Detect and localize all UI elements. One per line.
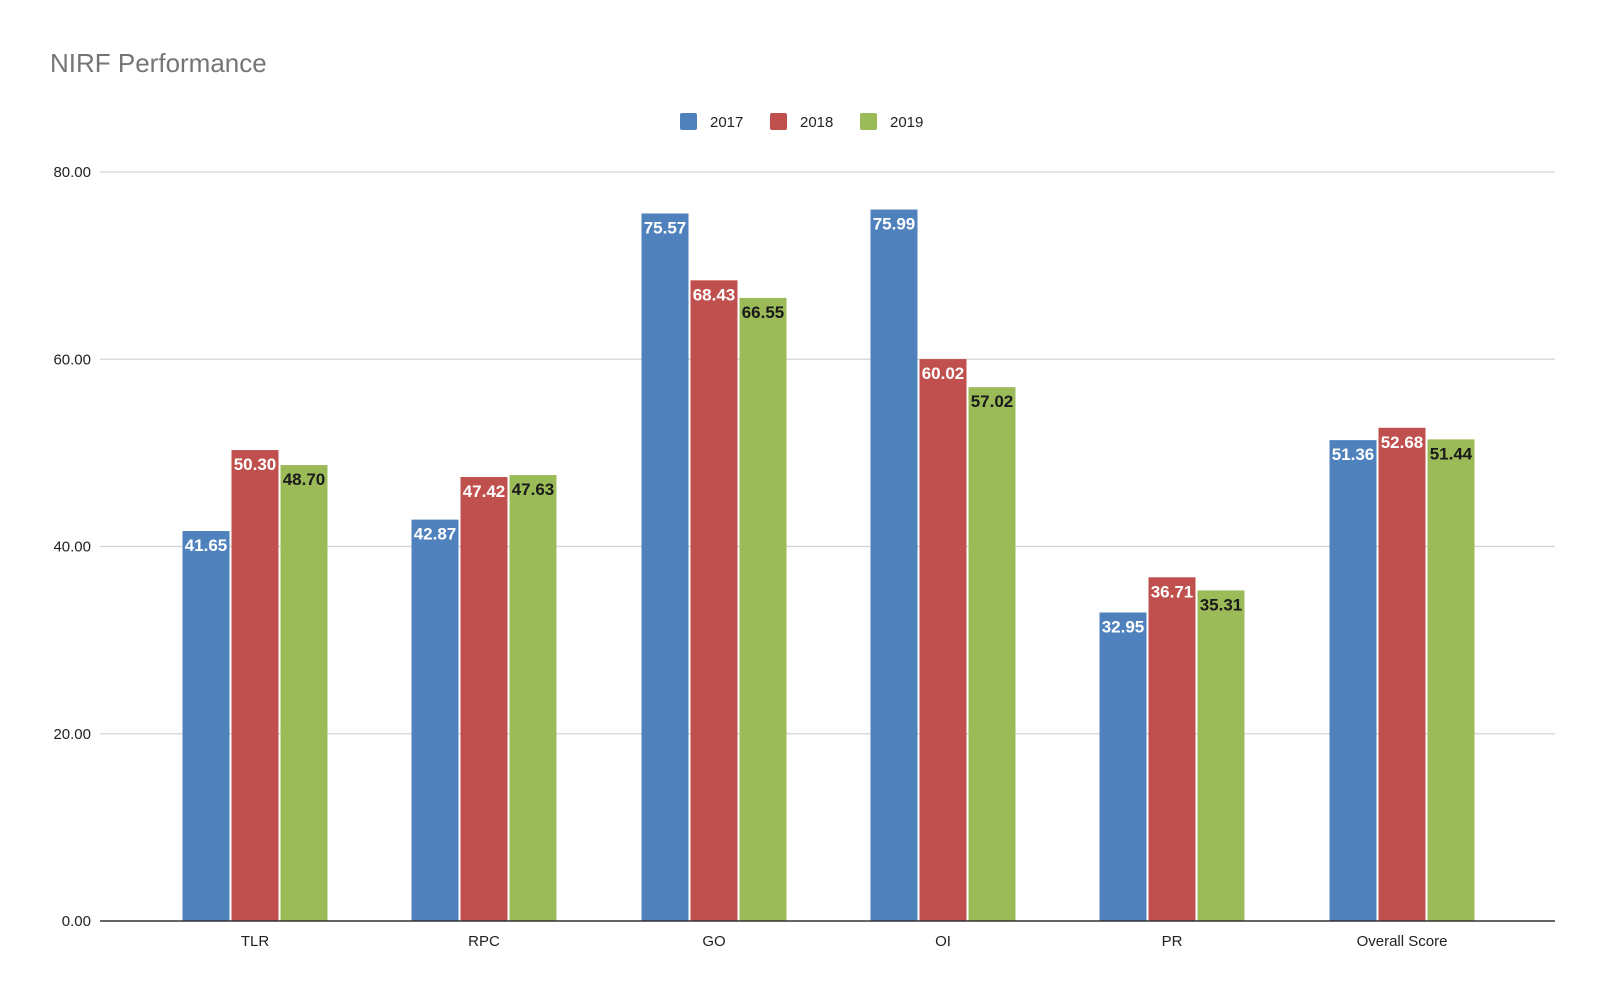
data-label-2017: 42.87	[414, 525, 457, 544]
bar-2018	[460, 477, 508, 921]
data-label-2019: 51.44	[1430, 444, 1473, 463]
data-label-2018: 47.42	[463, 482, 506, 501]
bar-2019	[1427, 439, 1475, 921]
chart-title: NIRF Performance	[50, 48, 267, 78]
x-category-label: RPC	[468, 933, 500, 950]
bar-2019	[739, 297, 787, 921]
bar-2017	[182, 531, 230, 921]
x-category-label: TLR	[241, 933, 270, 950]
bars	[182, 209, 1475, 922]
legend: 2017 2018 2019	[680, 113, 923, 131]
axes: 0.00 20.00 40.00 60.00 80.00 TLR RPC GO OI PR Over…	[53, 164, 1555, 950]
x-category-label: OI	[935, 933, 951, 950]
bar-2018	[1148, 577, 1196, 921]
legend-label-2017: 2017	[710, 114, 743, 131]
legend-label-2019: 2019	[890, 114, 923, 131]
legend-label-2018: 2018	[800, 114, 833, 131]
data-labels: 41.65 50.30 48.70 42.87 47.42 47.63 75.57 68.43…	[185, 215, 1473, 637]
bar-2018	[231, 450, 279, 921]
data-label-2017: 51.36	[1332, 445, 1375, 464]
legend-swatch-2019	[860, 113, 877, 130]
data-label-2017: 75.57	[644, 218, 687, 237]
bar-2017	[1099, 612, 1147, 921]
data-label-2018: 52.68	[1381, 433, 1424, 452]
data-label-2017: 32.95	[1102, 618, 1145, 637]
data-label-2017: 41.65	[185, 536, 228, 555]
legend-swatch-2017	[680, 113, 697, 130]
data-label-2018: 50.30	[234, 455, 277, 474]
y-tick-label: 60.00	[53, 351, 91, 368]
bar-2019	[1197, 590, 1245, 921]
data-label-2019: 57.02	[971, 392, 1014, 411]
data-label-2019: 35.31	[1200, 595, 1243, 614]
bar-2018	[690, 280, 738, 922]
bar-2017	[641, 213, 689, 921]
bar-2019	[968, 387, 1016, 921]
data-label-2018: 36.71	[1151, 582, 1194, 601]
legend-swatch-2018	[770, 113, 787, 130]
data-label-2019: 47.63	[512, 480, 555, 499]
gridlines	[100, 171, 1555, 735]
bar-2017	[1329, 440, 1377, 921]
y-tick-label: 0.00	[62, 913, 91, 930]
bar-2018	[1378, 427, 1426, 921]
bar-2018	[919, 359, 967, 921]
bar-2019	[509, 475, 557, 921]
data-label-2019: 66.55	[742, 303, 785, 322]
bar-2019	[280, 465, 328, 921]
data-label-2019: 48.70	[283, 470, 326, 489]
bar-2017	[870, 209, 918, 921]
y-tick-label: 40.00	[53, 539, 91, 556]
bar-2017	[411, 519, 459, 921]
x-category-label: GO	[702, 933, 725, 950]
x-category-label: Overall Score	[1357, 933, 1448, 950]
x-category-label: PR	[1162, 933, 1183, 950]
data-label-2018: 68.43	[693, 285, 736, 304]
data-label-2017: 75.99	[873, 215, 916, 234]
data-label-2018: 60.02	[922, 364, 965, 383]
y-tick-label: 20.00	[53, 726, 91, 743]
y-tick-label: 80.00	[53, 164, 91, 181]
